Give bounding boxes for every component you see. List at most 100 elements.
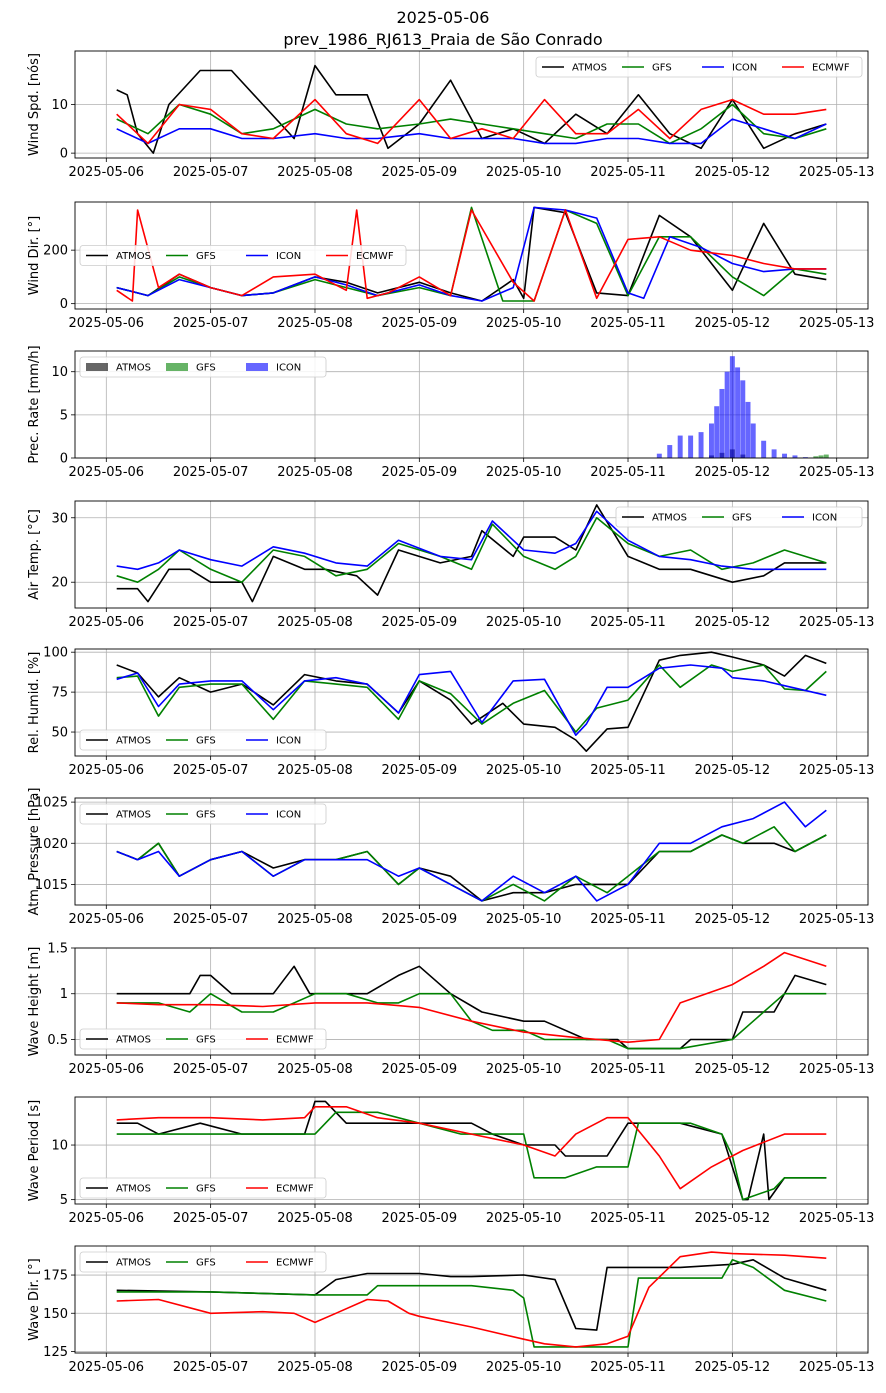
y-tick-label: 10 <box>51 98 68 113</box>
x-tick-label: 2025-05-11 <box>590 1211 666 1226</box>
bar-icon <box>750 423 756 458</box>
x-tick-label: 2025-05-06 <box>69 316 145 331</box>
x-tick-label: 2025-05-12 <box>695 615 771 630</box>
legend-label-gfs: GFS <box>196 363 216 374</box>
x-tick-label: 2025-05-12 <box>695 165 771 180</box>
y-tick-label: 30 <box>51 511 68 526</box>
panel-6: 2025-05-06 2025-05-07 2025-05-08 2025-05-09… <box>27 788 874 927</box>
legend-label-ecmwf: ECMWF <box>276 1184 314 1195</box>
x-tick-label: 2025-05-06 <box>69 912 145 927</box>
plot-area <box>116 651 827 753</box>
y-axis-label: Rel. Humid. [%] <box>27 652 42 754</box>
series-line-atmos <box>116 651 827 753</box>
plot-area <box>116 504 827 603</box>
x-tick-label: 2025-05-07 <box>173 912 249 927</box>
series-line-gfs <box>116 103 827 145</box>
bar-gfs <box>823 454 829 458</box>
bar-icon <box>771 449 777 458</box>
x-tick-label: 2025-05-10 <box>486 465 562 480</box>
x-tick-label: 2025-05-09 <box>382 1211 458 1226</box>
legend-box <box>79 1028 327 1050</box>
y-axis-label: Prec. Rate [mm/h] <box>27 345 42 463</box>
series-line-icon <box>116 664 827 737</box>
legend-box <box>79 803 327 825</box>
y-tick-label: 1 <box>60 987 68 1002</box>
x-tick-label: 2025-05-07 <box>173 1360 249 1375</box>
x-tick-label: 2025-05-06 <box>69 1360 145 1375</box>
legend: ATMOS GFS ECMWF <box>79 1177 327 1199</box>
y-tick-label: 0 <box>60 452 68 467</box>
x-tick-label: 2025-05-08 <box>277 465 353 480</box>
plot-area <box>656 356 829 458</box>
legend: ATMOS GFS ECMWF <box>79 1251 327 1273</box>
x-tick-label: 2025-05-12 <box>695 316 771 331</box>
y-axis-label: Wave Height [m] <box>27 947 42 1057</box>
legend-label-ecmwf: ECMWF <box>356 251 394 262</box>
series-line-atmos <box>116 64 827 154</box>
bar-icon <box>677 435 683 458</box>
series-line-atmos <box>116 834 827 902</box>
x-tick-label: 2025-05-09 <box>382 1062 458 1077</box>
legend: ATMOS GFS ICON ECMWF <box>535 56 863 78</box>
series-line-gfs <box>116 664 827 733</box>
x-tick-label: 2025-05-11 <box>590 1360 666 1375</box>
x-tick-label: 2025-05-10 <box>486 1211 562 1226</box>
bar-icon <box>709 423 714 458</box>
legend-label-gfs: GFS <box>196 736 216 747</box>
y-tick-label: 10 <box>51 365 68 380</box>
legend-label-atmos: ATMOS <box>116 810 151 821</box>
series-line-ecmwf <box>116 98 827 145</box>
x-tick-label: 2025-05-07 <box>173 615 249 630</box>
legend-label-icon: ICON <box>276 736 301 747</box>
legend-box <box>79 729 327 751</box>
axes-frame <box>74 500 869 609</box>
y-axis-label: Wave Period [s] <box>27 1100 42 1201</box>
x-tick-label: 2025-05-12 <box>695 1062 771 1077</box>
plot-area <box>116 206 827 302</box>
bar-icon <box>792 455 798 458</box>
bar-icon <box>714 406 720 458</box>
axes-frame <box>74 350 869 459</box>
plot-area <box>116 951 827 1050</box>
x-tick-label: 2025-05-08 <box>277 1062 353 1077</box>
x-tick-label: 2025-05-09 <box>382 763 458 778</box>
y-tick-label: 5 <box>60 1193 68 1208</box>
legend-box <box>79 1251 327 1273</box>
legend-box <box>79 356 327 378</box>
legend-label-icon: ICON <box>732 63 757 74</box>
x-tick-label: 2025-05-13 <box>799 165 875 180</box>
x-tick-label: 2025-05-09 <box>382 165 458 180</box>
x-tick-label: 2025-05-06 <box>69 165 145 180</box>
x-tick-label: 2025-05-06 <box>69 1062 145 1077</box>
bar-gfs <box>813 456 819 458</box>
x-tick-label: 2025-05-11 <box>590 465 666 480</box>
x-tick-label: 2025-05-11 <box>590 1062 666 1077</box>
legend-box <box>79 1177 327 1199</box>
figure-title: 2025-05-06 <box>397 8 490 27</box>
x-tick-label: 2025-05-07 <box>173 165 249 180</box>
bar-icon <box>698 432 704 458</box>
legend-label-atmos: ATMOS <box>572 63 607 74</box>
legend-label-atmos: ATMOS <box>116 1258 151 1269</box>
y-tick-label: 175 <box>43 1269 68 1284</box>
series-line-atmos <box>116 504 827 603</box>
series-line-gfs <box>116 1111 827 1201</box>
y-tick-label: 75 <box>51 686 68 701</box>
x-tick-label: 2025-05-10 <box>486 763 562 778</box>
x-tick-label: 2025-05-07 <box>173 1062 249 1077</box>
legend-label-gfs: GFS <box>652 63 672 74</box>
legend: ATMOS GFS ICON <box>79 729 327 751</box>
x-tick-label: 2025-05-12 <box>695 465 771 480</box>
axes-frame <box>74 947 869 1056</box>
x-tick-label: 2025-05-08 <box>277 1360 353 1375</box>
y-axis-label: Atm. Pressure [hPa] <box>27 788 42 916</box>
x-tick-label: 2025-05-09 <box>382 316 458 331</box>
y-tick-label: 1020 <box>35 837 68 852</box>
x-tick-label: 2025-05-10 <box>486 615 562 630</box>
legend-label-atmos: ATMOS <box>116 736 151 747</box>
legend-label-ecmwf: ECMWF <box>812 63 850 74</box>
x-tick-label: 2025-05-06 <box>69 615 145 630</box>
panel-1: 2025-05-06 2025-05-07 2025-05-08 2025-05-09… <box>27 50 875 180</box>
bar-icon <box>729 356 735 458</box>
